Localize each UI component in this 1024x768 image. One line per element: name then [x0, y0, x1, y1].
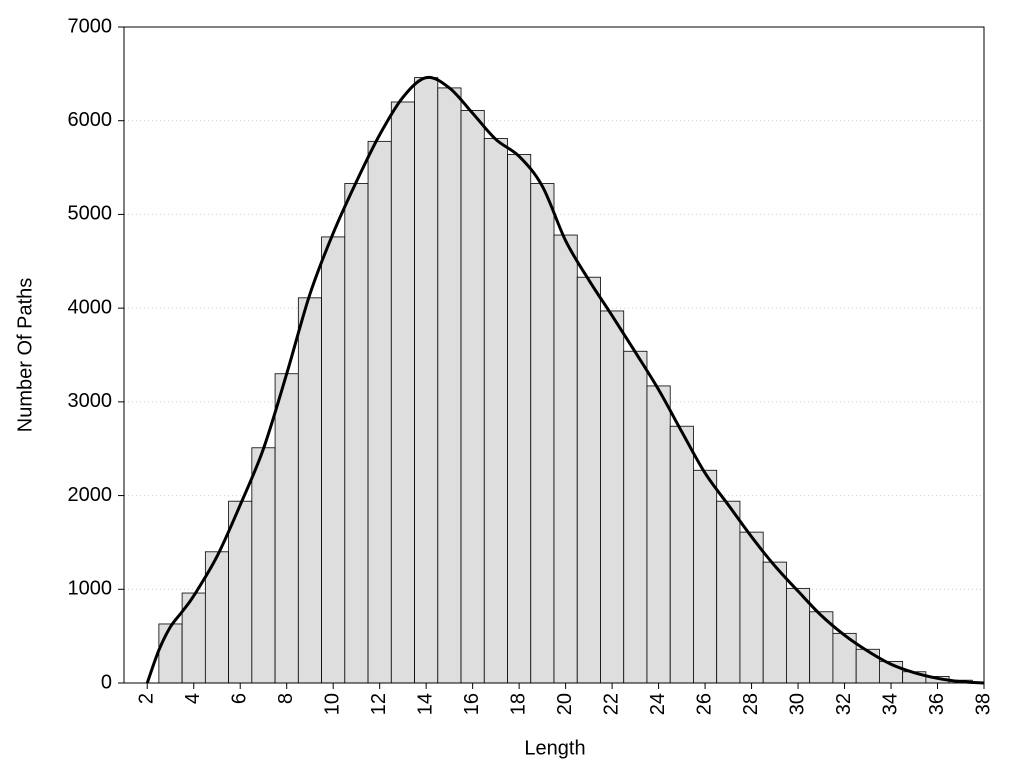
bar	[786, 587, 811, 684]
x-tick-label: 22	[600, 693, 622, 715]
y-tick-label: 0	[101, 671, 112, 693]
y-tick-label: 7000	[68, 15, 113, 37]
bar	[762, 561, 787, 684]
bar	[321, 236, 346, 684]
x-axis-label: Length	[524, 737, 585, 759]
x-tick-label: 10	[321, 693, 343, 715]
x-tick-label: 24	[647, 693, 669, 715]
bar	[344, 183, 369, 684]
x-tick-label: 28	[740, 693, 762, 715]
bar	[437, 87, 462, 684]
x-tick-label: 38	[972, 693, 994, 715]
bar	[600, 310, 625, 684]
x-tick-label: 4	[182, 693, 204, 704]
y-tick-label: 2000	[68, 484, 113, 506]
bar	[716, 500, 741, 684]
density-curve	[145, 75, 985, 685]
bar	[669, 425, 694, 684]
bar	[390, 101, 415, 684]
x-tick-label: 32	[833, 693, 855, 715]
bar	[460, 110, 485, 684]
x-tick-label: 30	[786, 693, 808, 715]
x-tick-label: 36	[926, 693, 948, 715]
bar	[483, 138, 508, 684]
bar	[251, 447, 276, 684]
bar	[576, 276, 601, 684]
x-tick-label: 20	[554, 693, 576, 715]
bar	[228, 500, 253, 684]
y-tick-label: 4000	[68, 296, 113, 318]
bar	[367, 140, 392, 684]
y-tick-label: 1000	[68, 578, 113, 600]
bar	[553, 234, 578, 684]
bar	[855, 648, 880, 684]
x-tick-label: 6	[228, 693, 250, 704]
x-tick-label: 26	[693, 693, 715, 715]
bar	[297, 297, 322, 684]
x-tick-label: 18	[507, 693, 529, 715]
bar	[623, 350, 648, 684]
x-tick-label: 14	[414, 693, 436, 715]
y-axis-label: Number Of Paths	[14, 278, 36, 433]
bar	[414, 77, 439, 684]
plot-frame	[123, 26, 985, 684]
x-tick-label: 16	[461, 693, 483, 715]
y-tick-label: 5000	[68, 203, 113, 225]
y-tick-label: 6000	[68, 109, 113, 131]
y-tick-label: 3000	[68, 390, 113, 412]
x-tick-label: 2	[136, 693, 158, 704]
bar	[274, 373, 299, 684]
x-tick-label: 12	[368, 693, 390, 715]
bar	[646, 385, 671, 684]
x-tick-label: 8	[275, 693, 297, 704]
bar	[739, 531, 764, 684]
bar	[530, 183, 555, 684]
bar	[693, 469, 718, 684]
bar	[158, 623, 183, 684]
x-tick-label: 34	[879, 693, 901, 715]
bar	[507, 154, 532, 684]
